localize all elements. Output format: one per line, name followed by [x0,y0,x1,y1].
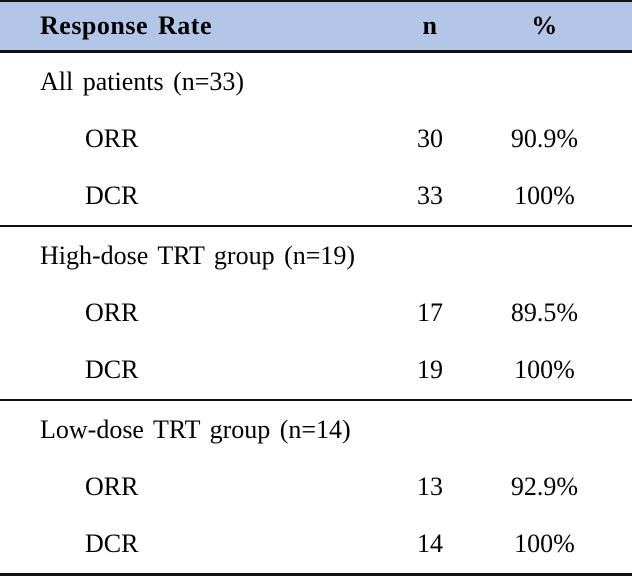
empty-cell [375,226,485,285]
n-value: 30 [417,124,443,154]
percent-value: 100% [514,355,575,385]
row-label: ORR [85,297,139,327]
empty-cell [375,52,485,111]
table-row: ORR 30 90.9% [0,111,632,168]
table-row: ORR 17 89.5% [0,285,632,342]
empty-cell [485,226,632,285]
table-row: DCR 19 100% [0,341,632,400]
n-value: 19 [417,355,443,385]
row-label: ORR [85,471,139,501]
empty-cell [485,52,632,111]
table-header: Response Rate n % [0,0,632,53]
percent-value: 90.9% [510,124,579,154]
column-header-response-rate: Response Rate [0,0,375,53]
section-label-row: High-dose TRT group (n=19) [0,226,632,285]
empty-cell [485,400,632,459]
n-value: 17 [417,297,443,327]
table-row: ORR 13 92.9% [0,458,632,515]
n-value: 13 [417,471,443,501]
empty-cell [375,400,485,459]
n-value: 14 [417,529,443,558]
table-row: DCR 33 100% [0,168,632,227]
table-row: DCR 14 100% [0,515,632,574]
section-label: High-dose TRT group (n=19) [40,240,356,270]
column-header-percent: % [485,0,632,53]
column-header-n: n [375,0,485,53]
section-label-row: All patients (n=33) [0,52,632,111]
percent-value: 100% [514,529,575,558]
percent-value: 89.5% [510,297,579,327]
section-label-row: Low-dose TRT group (n=14) [0,400,632,459]
section-label: Low-dose TRT group (n=14) [40,414,351,444]
section-all-patients: All patients (n=33) ORR 30 90.9% DCR 33 … [0,52,632,227]
row-label: DCR [85,355,139,385]
row-label: DCR [85,529,139,558]
section-low-dose-trt: Low-dose TRT group (n=14) ORR 13 92.9% D… [0,400,632,575]
section-high-dose-trt: High-dose TRT group (n=19) ORR 17 89.5% … [0,226,632,400]
row-label: DCR [85,181,139,211]
row-label: ORR [85,124,139,154]
table-header-row: Response Rate n % [0,0,632,53]
percent-value: 100% [514,181,575,211]
section-label: All patients (n=33) [40,66,245,96]
percent-value: 92.9% [510,471,579,501]
n-value: 33 [417,181,443,211]
